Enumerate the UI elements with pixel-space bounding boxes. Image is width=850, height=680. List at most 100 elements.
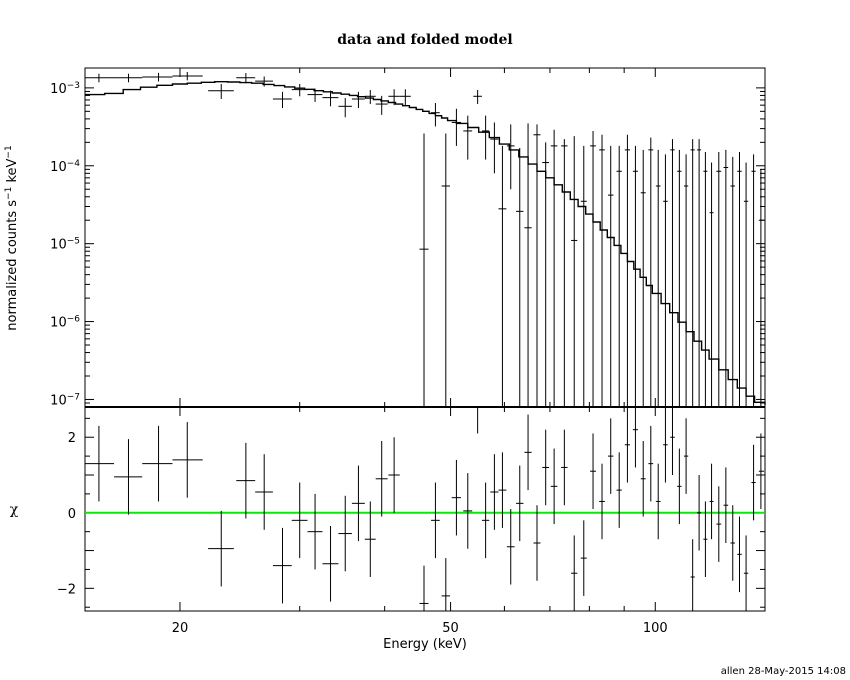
residual-point [533,505,541,581]
residual-point [690,539,695,611]
residual-point [498,452,507,528]
tick-exponent: −3 [67,81,80,91]
residual-point [743,535,749,611]
residual-point [322,526,339,602]
tick-base: 10 [50,316,67,331]
data-point [580,145,587,407]
residual-point [616,452,622,528]
residual-point [751,444,756,521]
residual-point [648,425,654,502]
data-point [431,102,440,127]
data-point [542,142,550,407]
data-point [515,147,524,407]
data-point [272,91,292,109]
residual-point [481,482,490,559]
tick-exponent: −7 [67,392,80,402]
top-y-tick-label: 10−5 [50,237,80,253]
x-tick-label: 20 [172,621,189,636]
residual-point [716,486,722,562]
bottom-y-tick-label: 0 [68,507,76,522]
x-tick-label: 50 [442,621,459,636]
data-point [490,122,499,174]
data-point [743,162,749,407]
data-point [307,88,323,102]
data-point [730,156,736,407]
residual-point [590,433,596,509]
data-point [375,95,388,115]
data-point [599,134,605,407]
residual-point [463,473,473,549]
residual-point [550,448,558,525]
residual-point [441,558,450,611]
tick-base: 10 [50,160,67,175]
residual-point [730,505,736,581]
residual-point [580,520,587,596]
data-point [690,139,695,407]
tick-exponent: −5 [67,237,80,247]
data-point [114,73,143,83]
residual-point [599,463,605,540]
residual-point [758,433,764,509]
data-point [451,108,462,146]
residual-point [737,516,742,593]
data-point [322,90,339,107]
data-point [142,72,173,82]
footer-credit: allen 28-May-2015 14:08 [721,666,846,677]
residual-point [607,418,614,494]
data-point [351,91,365,109]
data-point [723,149,729,407]
top-y-tick-label: 10−3 [50,81,80,97]
data-point [399,89,411,106]
data-point [236,73,256,84]
residual-point [677,448,682,525]
top-y-axis-label-sup2: −1 [4,145,14,158]
data-point [677,149,682,407]
bottom-panel: 2 0 −2 [57,406,766,612]
residual-point [388,437,400,513]
residual-point [542,429,550,506]
data-point [716,152,722,407]
residual-point [291,482,308,559]
data-point [498,145,507,407]
residual-point [670,407,675,475]
residual-point [524,414,532,491]
residual-point [697,475,702,551]
residual-point [351,465,365,542]
residual-point [431,482,440,559]
bottom-y-tick-label: 2 [68,431,76,446]
residual-point [624,407,631,483]
residual-point [490,454,499,530]
tick-exponent: −6 [67,315,81,325]
data-point [571,136,578,407]
data-point [506,124,515,190]
data-point [481,115,490,160]
chart-title: data and folded model [337,32,512,48]
data-point [338,98,352,118]
residual-point [255,454,273,530]
data-point [758,169,764,407]
residual-point [208,510,234,587]
residual-point [709,463,714,540]
residual-point [723,467,729,543]
data-point [561,139,568,407]
data-point [473,89,482,105]
residual-point [655,463,661,540]
data-point [663,154,668,407]
data-point [85,73,115,83]
residual-point [172,422,203,498]
data-point [533,124,541,407]
top-y-tick-label: 10−6 [50,315,80,331]
top-y-axis-label: normalized counts s−1 keV−1 [4,145,20,330]
residual-point [375,441,388,517]
data-point [703,152,708,407]
residual-point [236,442,256,519]
x-tick-label: 100 [643,621,668,636]
tick-base: 10 [50,238,67,253]
data-point [364,89,376,105]
top-y-tick-label: 10−4 [50,159,80,175]
data-point [737,152,742,407]
residual-point [364,501,376,577]
data-point [709,162,714,407]
residual-point [703,501,708,577]
residual-point [663,407,668,483]
